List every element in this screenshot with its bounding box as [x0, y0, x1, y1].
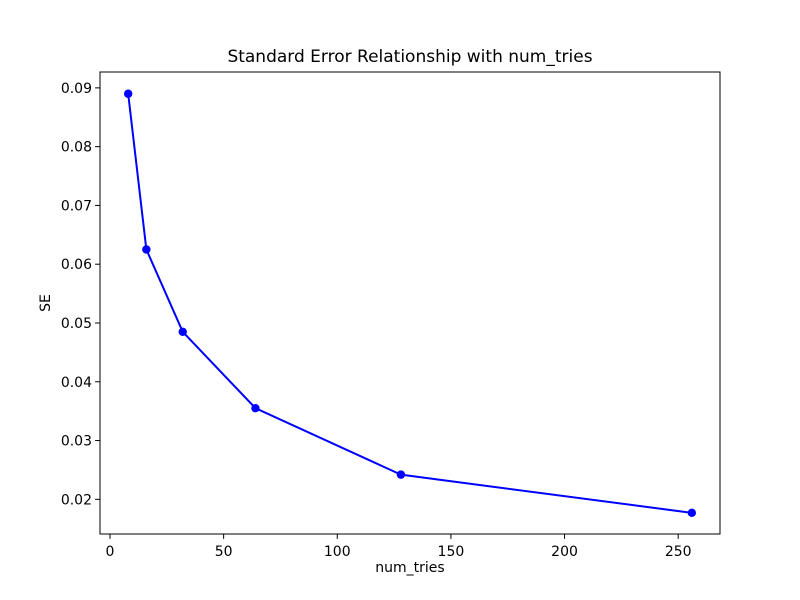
data-point-marker — [178, 327, 187, 337]
data-point-marker — [251, 404, 260, 413]
y-tick-label: 0.07 — [61, 198, 92, 214]
data-point-marker — [396, 470, 406, 479]
x-tick-label: 100 — [324, 544, 351, 560]
chart-title: Standard Error Relationship with num_tri… — [227, 47, 592, 67]
y-tick-label: 0.02 — [61, 492, 92, 508]
y-tick-label: 0.03 — [61, 434, 92, 450]
x-tick-label: 150 — [438, 544, 465, 560]
y-tick-label: 0.04 — [61, 375, 92, 391]
y-tick-label: 0.09 — [61, 81, 92, 97]
data-point-marker — [123, 89, 133, 98]
x-tick-label: 250 — [665, 544, 692, 560]
data-point-marker — [687, 508, 697, 518]
plot-layer: 0 50 100 150 200 250 0.02 0.03 0.04 0.05 0.06 0.07 0… — [61, 71, 721, 560]
data-point-marker — [142, 245, 151, 254]
x-tick-label: 50 — [215, 544, 233, 560]
x-tick-label: 200 — [551, 544, 578, 560]
data-line — [127, 93, 692, 514]
x-tick-label: 0 — [106, 544, 115, 560]
y-tick-label: 0.06 — [61, 257, 92, 273]
plot-border — [99, 71, 721, 535]
x-axis-label: num_tries — [375, 560, 444, 576]
y-tick-label: 0.08 — [61, 140, 92, 156]
y-axis-label: SE — [38, 294, 54, 312]
y-tick-label: 0.05 — [61, 316, 92, 332]
